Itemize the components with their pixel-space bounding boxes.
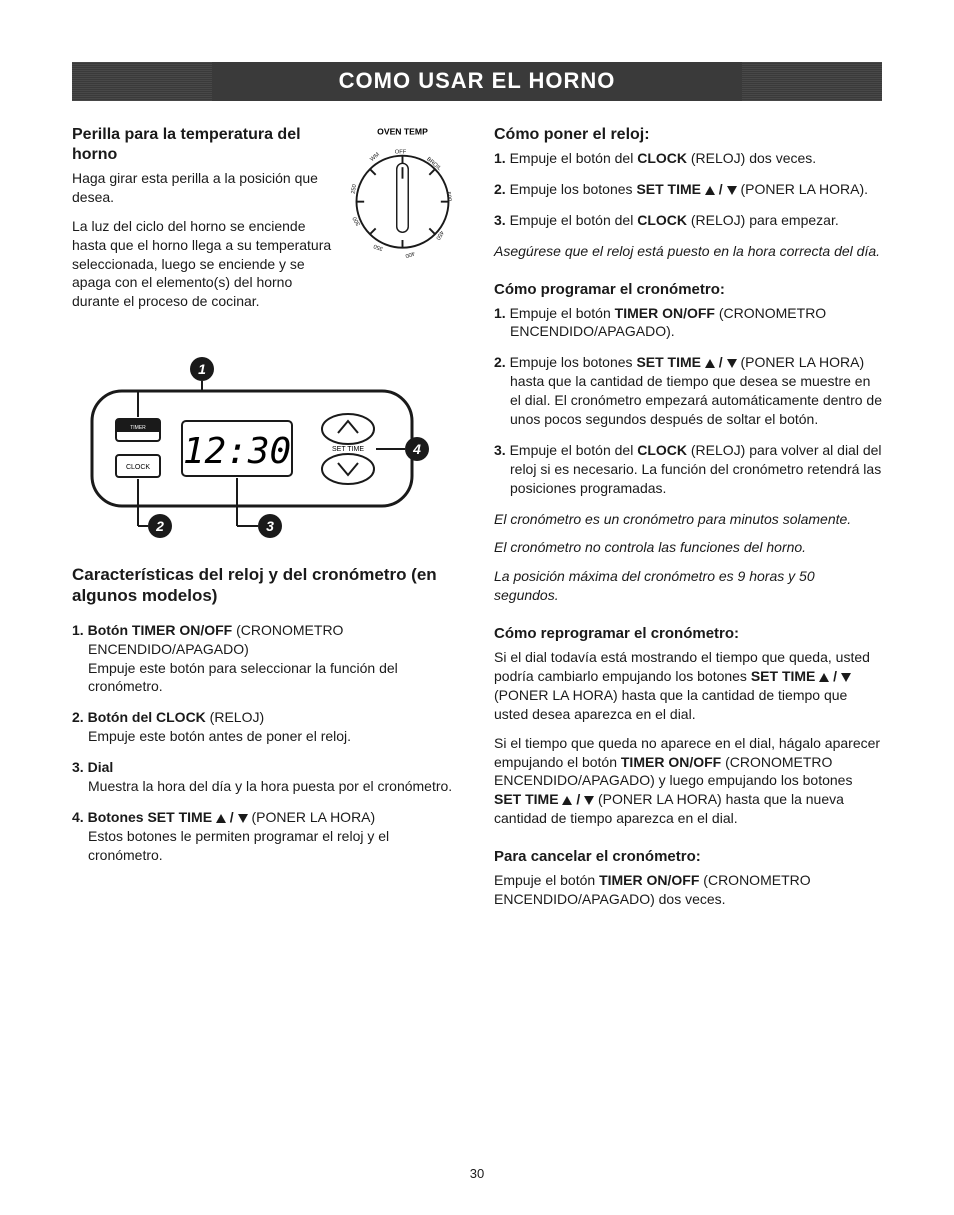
triangle-down-icon: [841, 673, 851, 682]
knob-section-title: Perilla para la temperatura del horno: [72, 125, 333, 165]
cancel-timer-title: Para cancelar el cronómetro:: [494, 848, 882, 865]
left-column: Perilla para la temperatura del horno Ha…: [72, 125, 460, 919]
triangle-down-icon: [727, 186, 737, 195]
set-clock-note: Asegúrese que el reloj está puesto en la…: [494, 242, 882, 261]
reset-timer-p2: Si el tiempo que queda no aparece en el …: [494, 734, 882, 828]
set-timer-step-1: 1. Empuje el botón TIMER ON/OFF (CRONOME…: [494, 304, 882, 342]
svg-text:TIMER: TIMER: [130, 425, 146, 431]
triangle-down-icon: [584, 796, 594, 805]
set-clock-title: Cómo poner el reloj:: [494, 125, 882, 145]
svg-text:OFF: OFF: [395, 150, 407, 156]
set-timer-step-3: 3. Empuje el botón del CLOCK (RELOJ) par…: [494, 441, 882, 498]
set-time-lead: Botones SET TIME: [88, 809, 212, 825]
page-header: COMO USAR EL HORNO: [72, 62, 882, 101]
triangle-up-icon: [216, 814, 226, 823]
feature-item-1: 1. Botón TIMER ON/OFF (CRONOMETRO ENCEND…: [72, 621, 460, 697]
right-column: Cómo poner el reloj: 1. Empuje el botón …: [494, 125, 882, 919]
svg-text:OVEN TEMP: OVEN TEMP: [377, 127, 428, 137]
svg-text:CLOCK: CLOCK: [126, 464, 150, 471]
feature-item-4: 4. Botones SET TIME / (PONER LA HORA) Es…: [72, 808, 460, 865]
triangle-up-icon: [819, 673, 829, 682]
svg-text:12:30: 12:30: [183, 431, 291, 472]
oven-temp-dial-icon: OVEN TEMP OFF: [345, 125, 460, 321]
timer-note-1: El cronómetro es un cronómetro para minu…: [494, 510, 882, 529]
svg-text:450: 450: [434, 229, 444, 240]
reset-timer-p1: Si el dial todavía está mostrando el tie…: [494, 648, 882, 724]
svg-text:3: 3: [266, 518, 274, 534]
timer-note-3: La posición máxima del cronómetro es 9 h…: [494, 567, 882, 605]
feature-item-2: 2. Botón del CLOCK (RELOJ) Empuje este b…: [72, 708, 460, 746]
timer-note-2: El cronómetro no controla las funciones …: [494, 538, 882, 557]
svg-text:1: 1: [198, 361, 206, 377]
triangle-up-icon: [705, 186, 715, 195]
triangle-down-icon: [238, 814, 248, 823]
set-timer-step-2: 2. Empuje los botones SET TIME / (PONER …: [494, 353, 882, 429]
svg-text:500: 500: [445, 191, 453, 201]
triangle-up-icon: [705, 359, 715, 368]
triangle-up-icon: [562, 796, 572, 805]
svg-text:SET TIME: SET TIME: [332, 446, 364, 453]
page-number: 30: [0, 1166, 954, 1181]
set-clock-step-3: 3. Empuje el botón del CLOCK (RELOJ) par…: [494, 211, 882, 230]
svg-text:4: 4: [412, 441, 421, 457]
clock-panel-diagram-icon: 12:30 TIMER CLOCK SET TIME: [72, 351, 442, 546]
header-title: COMO USAR EL HORNO: [339, 68, 616, 93]
set-clock-step-2: 2. Empuje los botones SET TIME / (PONER …: [494, 180, 882, 199]
cancel-timer-p1: Empuje el botón TIMER ON/OFF (CRONOMETRO…: [494, 871, 882, 909]
triangle-down-icon: [727, 359, 737, 368]
feature-item-3: 3. Dial Muestra la hora del día y la hor…: [72, 758, 460, 796]
svg-text:400: 400: [404, 250, 415, 259]
svg-text:2: 2: [155, 518, 164, 534]
features-title: Características del reloj y del cronómet…: [72, 564, 460, 607]
set-timer-title: Cómo programar el cronómetro:: [494, 281, 882, 298]
knob-para-1: Haga girar esta perilla a la posición qu…: [72, 169, 333, 207]
set-clock-step-1: 1. Empuje el botón del CLOCK (RELOJ) dos…: [494, 149, 882, 168]
knob-para-2: La luz del ciclo del horno se enciende h…: [72, 217, 333, 311]
reset-timer-title: Cómo reprogramar el cronómetro:: [494, 625, 882, 642]
